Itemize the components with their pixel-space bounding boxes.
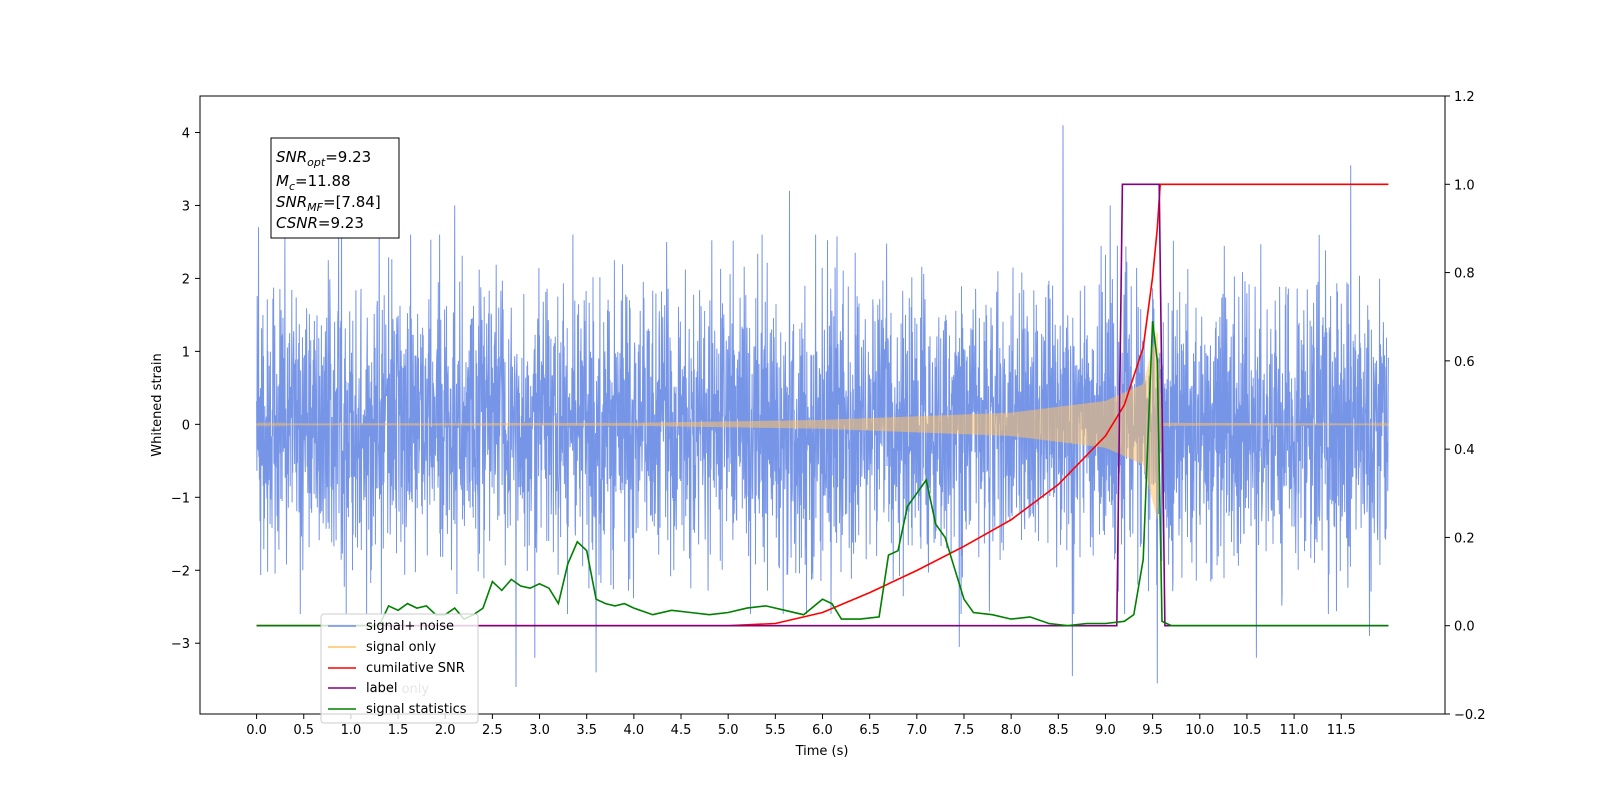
annotation-mc: Mc=11.88 <box>276 172 351 193</box>
x-tick-label: 0.0 <box>246 723 267 738</box>
x-tick-label: 11.5 <box>1327 723 1356 738</box>
legend-label-signal-noise: signal+ noise <box>366 619 454 634</box>
x-tick-label: 5.5 <box>765 723 786 738</box>
x-tick-label: 5.0 <box>718 723 739 738</box>
y-left-tick-label: 2 <box>182 272 190 287</box>
legend-label-signal-only: signal only <box>366 640 436 655</box>
legend-entry-cumilative-snr: cumilative SNR <box>328 661 465 676</box>
x-tick-label: 4.0 <box>624 723 645 738</box>
annotation-frame <box>270 137 400 239</box>
series-signal-only <box>256 331 1389 519</box>
y-right-tick-label: 0.0 <box>1454 620 1475 635</box>
x-tick-label: 1.0 <box>341 723 362 738</box>
legend-entry-signal-noise: signal+ noise <box>328 619 454 634</box>
x-tick-label: 2.0 <box>435 723 456 738</box>
x-tick-label: 4.5 <box>671 723 692 738</box>
y-right-tick-label: 0.8 <box>1454 267 1475 282</box>
y-left-tick-label: −3 <box>171 637 190 652</box>
series-cumilative-snr <box>256 183 1389 627</box>
x-tick-label: 8.0 <box>1001 723 1022 738</box>
y-left-tick-label: 1 <box>182 345 190 360</box>
y-left-tick-label: 4 <box>182 126 190 141</box>
x-tick-label: 9.5 <box>1142 723 1163 738</box>
legend-label-signal-statistics: signal statistics <box>366 702 467 717</box>
x-tick-label: 11.0 <box>1280 723 1309 738</box>
y-axis-left: −3 −2 −1 0 1 2 3 4 <box>171 126 200 652</box>
annotation-csnr: CSNR=9.23 <box>276 214 364 232</box>
y-right-tick-label: 0.2 <box>1454 531 1475 546</box>
y-right-tick-label: 0.6 <box>1454 355 1475 370</box>
x-axis: 0.0 0.5 1.0 1.5 2.0 2.5 3.0 3.5 4.0 4.5 5.0 5.5 6.0 6… <box>246 714 1356 738</box>
x-tick-label: 1.5 <box>388 723 409 738</box>
x-tick-label: 7.5 <box>954 723 975 738</box>
x-tick-label: 0.5 <box>293 723 314 738</box>
x-tick-label: 2.5 <box>482 723 503 738</box>
annotation-snr-mf: SNRMF=[7.84] <box>276 193 381 214</box>
legend-label-cumilative-snr: cumilative SNR <box>366 661 465 676</box>
legend: label only signal+ noise signal only cum… <box>320 613 479 724</box>
y-right-tick-label: −0.2 <box>1454 708 1486 723</box>
y-left-tick-label: −1 <box>171 491 190 506</box>
x-tick-label: 10.0 <box>1185 723 1214 738</box>
y-right-tick-label: 0.4 <box>1454 443 1475 458</box>
legend-label-label: label <box>366 681 397 696</box>
x-tick-label: 6.5 <box>859 723 880 738</box>
legend-entry-signal-only: signal only <box>328 640 436 655</box>
y-axis-label: Whitened strain <box>150 353 165 456</box>
y-right-tick-label: 1.2 <box>1454 90 1475 105</box>
y-left-tick-label: 3 <box>182 199 190 214</box>
y-right-tick-label: 1.0 <box>1454 178 1475 193</box>
x-axis-label: Time (s) <box>795 744 849 759</box>
x-tick-label: 6.0 <box>812 723 833 738</box>
x-tick-label: 3.5 <box>576 723 597 738</box>
series-signal-noise <box>256 125 1389 688</box>
annotation-box: SNRopt=9.23 Mc=11.88 SNRMF=[7.84] CSNR=9… <box>270 137 400 239</box>
legend-entry-label: label <box>328 681 397 696</box>
x-tick-label: 8.5 <box>1048 723 1069 738</box>
y-left-tick-label: −2 <box>171 564 190 579</box>
x-tick-label: 10.5 <box>1232 723 1261 738</box>
legend-frame <box>320 613 479 724</box>
annotation-snr-opt: SNRopt=9.23 <box>276 148 371 169</box>
legend-entry-signal-statistics: signal statistics <box>328 702 467 717</box>
x-tick-label: 9.0 <box>1095 723 1116 738</box>
y-axis-right: −0.2 0.0 0.2 0.4 0.6 0.8 1.0 1.2 <box>1445 90 1486 723</box>
x-tick-label: 3.0 <box>529 723 550 738</box>
x-tick-label: 7.0 <box>906 723 927 738</box>
plot-area <box>256 125 1389 688</box>
y-left-tick-label: 0 <box>182 418 190 433</box>
legend-hidden-entry: label only <box>366 682 429 697</box>
